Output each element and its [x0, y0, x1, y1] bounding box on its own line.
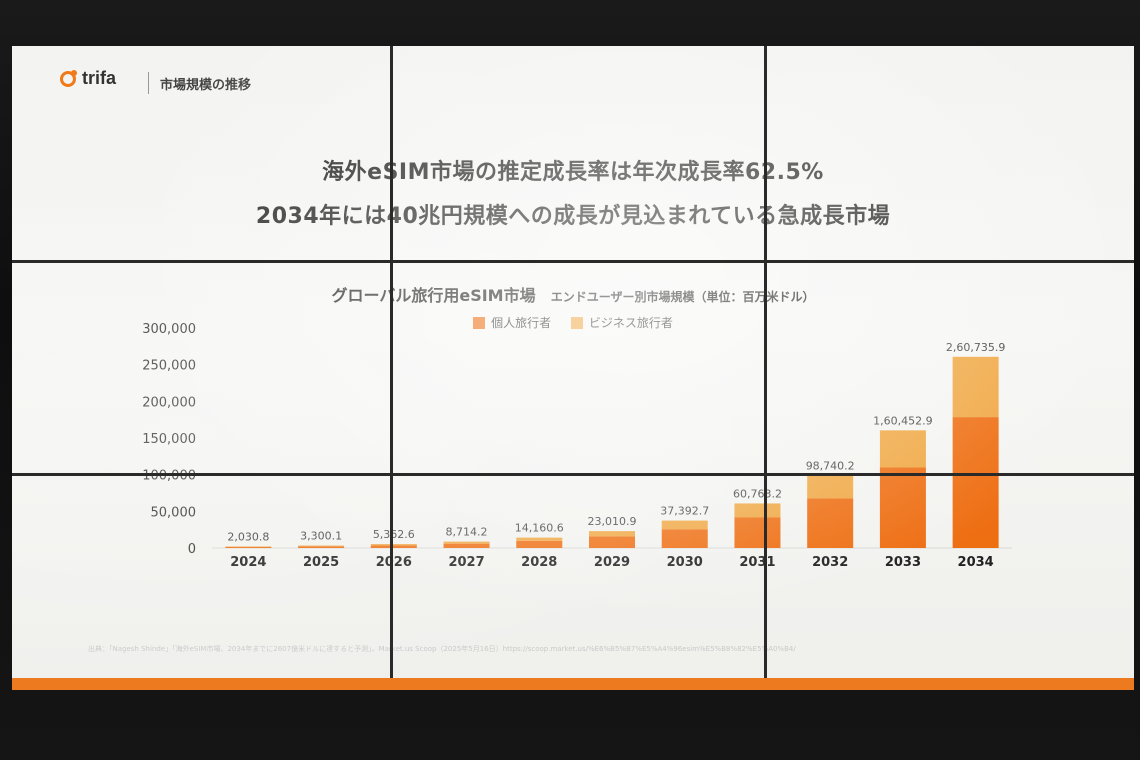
y-tick-label: 100,000 — [142, 469, 196, 484]
bar-segment-personal — [443, 543, 490, 548]
bar-total-label: 2,60,735.9 — [946, 341, 1005, 354]
bar-segment-business — [807, 475, 854, 499]
x-tick-label: 2032 — [812, 555, 848, 570]
bar-segment-personal — [807, 498, 854, 548]
display-seam-horizontal — [12, 260, 1134, 263]
y-tick-label: 300,000 — [142, 322, 196, 337]
bar-segment-business — [370, 544, 417, 546]
y-tick-label: 250,000 — [142, 359, 196, 374]
display-screen: trifa 市場規模の推移 海外eSIM市場の推定成長率は年次成長率62.5% … — [12, 46, 1134, 690]
bar-total-label: 14,160.6 — [515, 522, 564, 535]
x-tick-label: 2025 — [303, 555, 339, 570]
x-tick-label: 2027 — [448, 555, 484, 570]
x-tick-label: 2028 — [521, 555, 557, 570]
x-tick-label: 2030 — [667, 555, 703, 570]
display-seam-vertical — [390, 46, 393, 690]
bar-segment-personal — [879, 467, 926, 548]
bar-segment-personal — [516, 540, 563, 548]
bar-total-label: 5,362.6 — [373, 528, 415, 541]
x-tick-label: 2033 — [885, 555, 921, 570]
bar-total-label: 60,763.2 — [733, 487, 782, 500]
bar-segment-business — [589, 531, 635, 537]
bar-total-label: 1,60,452.9 — [873, 414, 932, 427]
bar-segment-personal — [225, 546, 272, 548]
bar-segment-business — [661, 520, 708, 530]
bar-chart: 0 50,000 100,000 150,000 200,000 250,000 300,0… — [142, 322, 1012, 570]
bar-segment-personal — [661, 529, 708, 548]
bar-segment-business — [879, 430, 926, 468]
bar-total-label: 23,010.9 — [588, 515, 637, 528]
y-tick-label: 200,000 — [142, 395, 196, 410]
bar-total-label: 8,714.2 — [446, 526, 488, 539]
x-tick-label: 2026 — [376, 555, 412, 570]
x-tick-label: 2031 — [739, 555, 775, 570]
bar-segment-business — [734, 503, 781, 518]
display-seam-vertical — [764, 46, 767, 690]
bar-segment-business — [225, 546, 272, 548]
bar-segment-business — [298, 545, 345, 547]
bar-segment-personal — [952, 417, 999, 548]
bar-segment-business — [443, 541, 490, 544]
bar-segment-personal — [370, 545, 417, 548]
source-footnote: 出典：「Nagesh Shinde」「海外eSIM市場、2034年までに2607… — [88, 645, 796, 653]
bar-segment-personal — [589, 536, 635, 548]
bar-segment-personal — [734, 517, 781, 548]
x-tick-label: 2034 — [958, 555, 994, 570]
x-tick-label: 2029 — [594, 555, 630, 570]
bar-segment-business — [516, 537, 563, 541]
bar-segment-business — [952, 356, 999, 418]
y-tick-label: 0 — [188, 542, 196, 557]
y-tick-label: 150,000 — [142, 432, 196, 447]
bar-total-label: 98,740.2 — [806, 460, 855, 473]
bar-total-label: 3,300.1 — [300, 530, 342, 543]
display-seam-horizontal — [12, 473, 1134, 476]
x-tick-label: 2024 — [230, 555, 266, 570]
bar-segment-personal — [298, 546, 345, 548]
orange-accent-bar — [12, 678, 1134, 690]
bar-total-label: 37,392.7 — [660, 505, 709, 518]
y-tick-label: 50,000 — [151, 505, 197, 520]
bar-total-label: 2,030.8 — [227, 531, 269, 544]
